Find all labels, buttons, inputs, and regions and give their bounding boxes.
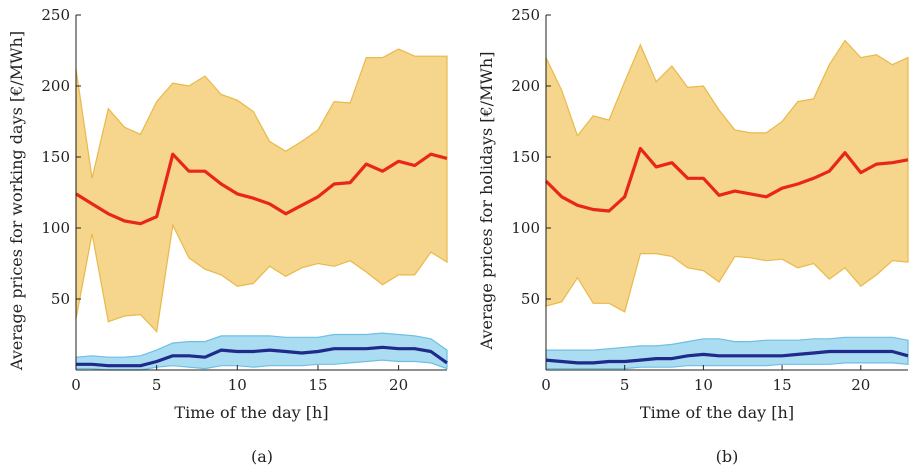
y-tick-label: 250 [511, 6, 540, 24]
x-tick-label: 20 [389, 376, 408, 394]
y-axis-label: Average prices for holidays [€/MWh] [477, 52, 496, 351]
y-tick-label: 50 [51, 290, 70, 308]
x-tick-label: 5 [152, 376, 162, 394]
panel-a-upper-band [75, 48, 448, 334]
panel-b-lower-mean-line [545, 349, 909, 365]
x-tick-label: 15 [308, 376, 327, 394]
y-tick-label: 50 [521, 290, 540, 308]
y-tick-label: 250 [41, 6, 70, 24]
x-tick-label: 0 [541, 376, 551, 394]
y-tick-label: 200 [511, 77, 540, 95]
x-axis-label: Time of the day [h] [640, 403, 794, 422]
x-tick-label: 20 [851, 376, 870, 394]
x-tick-label: 10 [694, 376, 713, 394]
panel-a: 50 100 150 200 250 0 5 10 15 20 Time of the day [h… [7, 6, 448, 466]
panel-b: 50 100 150 200 250 0 5 10 15 20 Time of the day [h… [477, 6, 909, 466]
panel-caption: (a) [251, 447, 273, 466]
panel-a-lower-mean-line [76, 345, 448, 368]
y-axis-label: Average prices for working days [€/MWh] [7, 31, 26, 371]
y-tick-label: 150 [41, 148, 70, 166]
y-tick-label: 100 [41, 219, 70, 237]
x-tick-label: 5 [620, 376, 630, 394]
panel-b-upper-mean-line [544, 146, 909, 213]
y-tick-label: 150 [511, 148, 540, 166]
panel-b-upper-band [545, 39, 909, 313]
x-tick-label: 0 [71, 376, 81, 394]
x-axis-label: Time of the day [h] [174, 403, 328, 422]
y-tick-label: 200 [41, 77, 70, 95]
x-tick-label: 10 [228, 376, 247, 394]
x-tick-label: 15 [773, 376, 792, 394]
panel-caption: (b) [716, 447, 739, 466]
panel-a-upper-mean-line [75, 152, 448, 226]
y-tick-label: 100 [511, 219, 540, 237]
